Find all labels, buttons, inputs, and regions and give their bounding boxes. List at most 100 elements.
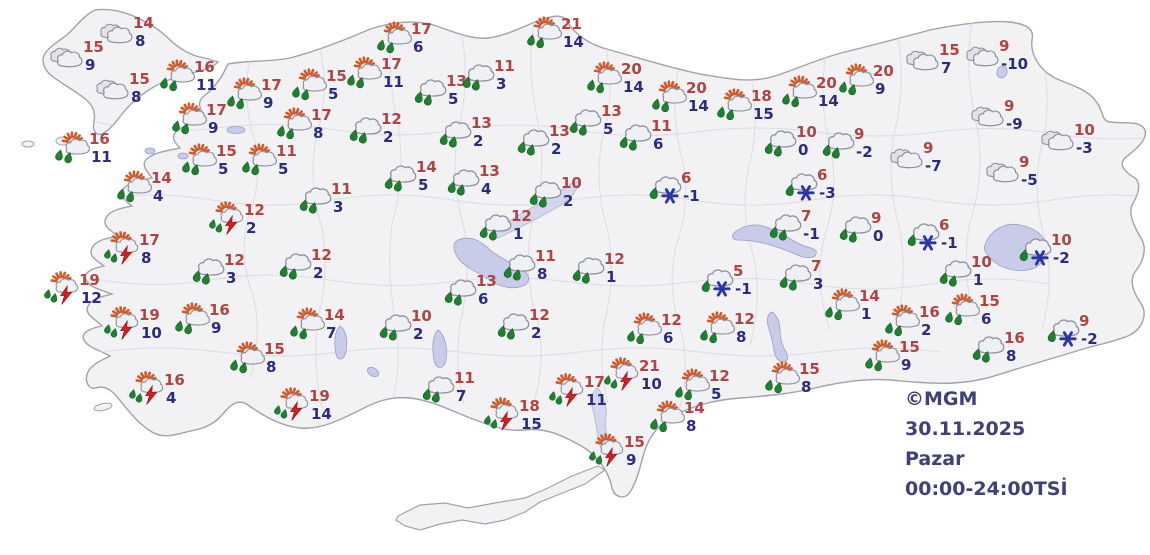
rain-snow-icon [1047,319,1080,347]
sun-shower-icon [865,339,900,372]
temp-high: 6 [939,216,950,234]
temp-high: 10 [796,123,817,141]
temp-high: 18 [519,397,540,415]
temp-low: 5 [278,160,289,178]
rain-icon [619,124,652,151]
rain-icon [972,336,1005,363]
temp-low: 11 [383,73,404,91]
thunderstorm-icon [484,397,519,431]
rain-icon [839,216,872,243]
province-borders [89,21,1146,415]
temp-high: 5 [733,262,744,280]
sun-shower-icon [175,302,210,335]
sun-shower-icon [160,59,195,92]
temp-high: 17 [584,373,605,391]
temp-high: 12 [734,310,755,328]
temp-high: 11 [331,180,352,198]
temp-low: -2 [1053,249,1070,267]
temp-low: 5 [418,176,429,194]
temp-low: 7 [941,59,952,77]
temp-high: 9 [1019,153,1030,171]
temp-high: 16 [209,301,230,319]
temp-low: 9 [263,94,274,112]
temp-high: 15 [216,142,237,160]
temp-low: 8 [131,88,142,106]
rain-icon [939,260,972,287]
sun-shower-icon [825,288,860,321]
rain-icon [349,117,382,144]
thunderstorm-icon [549,373,584,407]
temp-low: 8 [266,358,277,376]
cloudy-icon [96,79,129,100]
rain-icon [444,279,477,306]
rain-icon [462,64,495,91]
temp-low: 14 [688,97,709,115]
temp-low: 2 [313,264,324,282]
temp-high: 11 [535,247,556,265]
temp-high: 16 [919,303,940,321]
cloudy-icon [100,23,133,44]
temp-low: 9 [901,356,912,374]
temp-high: 14 [133,14,154,32]
temp-low: 11 [586,391,607,409]
temp-low: 7 [326,324,337,342]
temp-high: 10 [1074,121,1095,139]
temp-low: 9 [85,56,96,74]
temp-high: 17 [206,101,227,119]
temp-low: 2 [563,192,574,210]
rain-icon [529,181,562,208]
sun-shower-icon [527,16,562,49]
rain-icon [517,129,550,156]
sun-shower-icon [230,341,265,374]
sun-shower-icon [587,61,622,94]
sun-shower-icon [839,63,874,96]
temp-low: 5 [711,385,722,403]
thunderstorm-icon [209,201,244,235]
sun-shower-icon [182,143,217,176]
temp-high: 10 [971,253,992,271]
rain-icon [414,79,447,106]
temp-high: 14 [151,169,172,187]
temp-low: 14 [311,405,332,423]
temp-low: -5 [1021,171,1038,189]
sun-shower-icon [945,293,980,326]
sun-shower-icon [627,312,662,345]
sun-shower-icon [290,307,325,340]
temp-low: 9 [211,319,222,337]
cloudy-icon [986,162,1019,183]
temp-low: 7 [456,387,467,405]
sun-shower-icon [277,107,312,140]
thunderstorm-icon [104,231,139,265]
temp-high: 19 [79,271,100,289]
cyprus [395,465,607,531]
temp-high: 17 [261,76,282,94]
temp-low: 9 [626,451,637,469]
temp-low: 8 [141,249,152,267]
temp-low: 6 [653,135,664,153]
temp-high: 10 [1051,231,1072,249]
map-footer: ©MGM 30.11.2025 Pazar 00:00-24:00TSİ [905,384,1068,504]
temp-low: 4 [166,389,177,407]
temp-high: 16 [1004,329,1025,347]
rain-icon [572,257,605,284]
temp-high: 14 [324,306,345,324]
thunderstorm-icon [274,387,309,421]
sun-shower-icon [227,77,262,110]
temp-high: 13 [446,72,467,90]
temp-low: 5 [603,120,614,138]
temp-high: 12 [244,201,265,219]
rain-icon [764,130,797,157]
date-label: 30.11.2025 [905,418,1026,440]
rain-icon [497,313,530,340]
temp-low: 5 [448,90,459,108]
sun-shower-icon [242,143,277,176]
temp-high: 19 [309,387,330,405]
temp-high: 13 [601,102,622,120]
rain-icon [822,132,855,159]
temp-low: -3 [1076,139,1093,157]
temp-high: 13 [476,272,497,290]
attribution-label: ©MGM [905,388,978,410]
temp-high: 11 [651,117,672,135]
period-label: 00:00-24:00TSİ [905,478,1068,500]
temp-low: -9 [1006,115,1023,133]
